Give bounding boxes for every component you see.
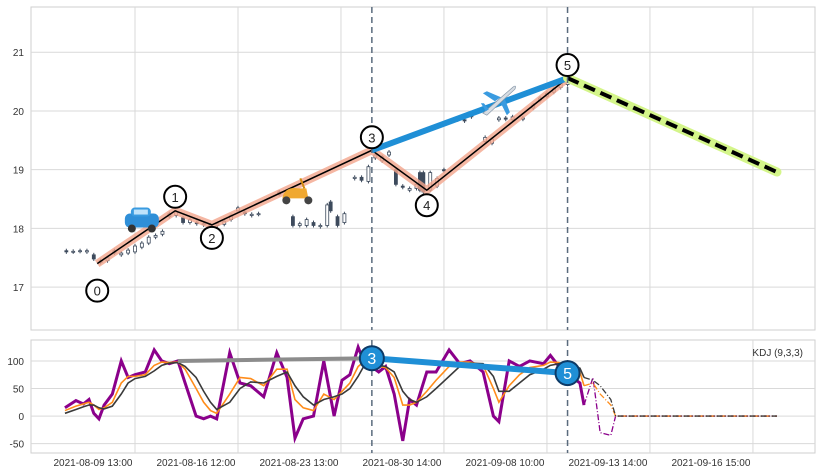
bi-point-label: 5	[564, 58, 571, 73]
bi-line	[96, 77, 569, 265]
candle	[366, 166, 371, 182]
y-tick-label: 50	[13, 385, 25, 396]
bi-point-marker	[85, 278, 110, 303]
candle	[71, 250, 76, 253]
y-tick-label: 20	[13, 107, 25, 118]
y-tick-label: -50	[10, 440, 25, 451]
car-wheel	[127, 224, 136, 233]
candle	[146, 236, 151, 244]
candle	[297, 223, 302, 226]
kdj-blue-trend	[371, 355, 568, 377]
candle	[400, 185, 405, 188]
candle	[328, 201, 333, 212]
kdj-projection-D	[583, 376, 777, 417]
candle	[153, 235, 158, 238]
bi-point-marker	[163, 184, 188, 209]
panel-frame	[30, 6, 816, 331]
candle	[496, 117, 501, 121]
x-tick-label: 2021-08-16 12:00	[156, 458, 235, 469]
candle	[503, 117, 508, 120]
candle	[139, 242, 144, 248]
bi-point-label: 0	[94, 284, 101, 299]
panel-frame	[30, 339, 816, 454]
airplane-icon	[480, 85, 516, 116]
y-tick-label: 17	[13, 283, 25, 294]
scooter-icon	[282, 177, 313, 205]
candle	[325, 204, 330, 226]
car-icon	[124, 207, 159, 233]
bi-point-label: 3	[368, 130, 375, 145]
candle	[407, 188, 412, 191]
kdj-legend: KDJ (9,3,3)	[752, 348, 803, 359]
bi-point-label: 2	[208, 231, 215, 246]
x-tick-label: 2021-09-08 10:00	[465, 458, 544, 469]
candle	[352, 176, 357, 179]
x-tick-label: 2021-09-13 14:00	[568, 458, 647, 469]
y-tick-label: 100	[7, 357, 24, 368]
car-body	[124, 213, 159, 228]
bi-point-label: 4	[423, 198, 430, 213]
candle	[160, 230, 165, 235]
kdj-line-D	[64, 361, 585, 415]
candle	[291, 216, 295, 226]
candle	[119, 252, 124, 256]
scooter-handle	[299, 177, 306, 189]
plane-fuselage	[482, 85, 516, 116]
candle	[85, 250, 89, 253]
plane-wing	[482, 91, 501, 102]
plane-tail	[480, 103, 489, 112]
candle	[318, 225, 323, 228]
candle	[462, 119, 467, 122]
x-tick-label: 2021-09-16 15:00	[671, 458, 750, 469]
segment-line	[370, 75, 569, 154]
kdj-point-marker	[358, 345, 385, 372]
bi-point-marker	[414, 193, 439, 218]
kdj-gray-trend	[177, 356, 372, 363]
kdj-point-marker	[554, 360, 581, 387]
candle	[335, 216, 340, 226]
bi-point-marker	[199, 225, 224, 250]
candle	[78, 250, 82, 253]
plane-wing	[500, 99, 510, 116]
kdj-projection-J	[583, 377, 777, 437]
kdj-point-label: 5	[563, 366, 572, 383]
kdj-line-K	[64, 361, 585, 415]
candle	[311, 222, 316, 226]
projection-line	[566, 76, 778, 174]
y-tick-label: 19	[13, 166, 25, 177]
bi-point-marker	[359, 125, 384, 150]
x-tick-label: 2021-08-30 14:00	[362, 458, 441, 469]
candle	[342, 213, 347, 223]
y-tick-label: 18	[13, 224, 25, 235]
candle	[133, 245, 137, 253]
y-tick-label: 0	[18, 412, 24, 423]
price-panel: 17 18 19 20 21 0 1 2 3 4 5	[13, 6, 816, 331]
kdj-projection-K	[583, 382, 777, 417]
candle	[256, 213, 261, 216]
kdj-point-label: 3	[367, 351, 376, 368]
scooter-body	[282, 188, 309, 199]
candle	[181, 217, 185, 223]
candle	[387, 151, 391, 156]
scooter-wheel	[304, 196, 313, 205]
candle	[91, 254, 96, 260]
x-tick-label: 2021-08-09 13:00	[54, 458, 133, 469]
kdj-panel: -50 0 50 100 2021-08-09 13:00 2021-08-16 12:0…	[7, 339, 816, 469]
bi-point-label: 1	[172, 190, 179, 205]
candle	[126, 249, 131, 254]
y-tick-label: 21	[13, 48, 25, 59]
candle	[304, 219, 309, 226]
candle	[249, 213, 254, 216]
candle	[359, 176, 364, 181]
x-tick-label: 2021-08-23 13:00	[259, 458, 338, 469]
scooter-wheel	[282, 196, 291, 205]
car-window	[133, 209, 148, 215]
bi-point-marker	[555, 53, 580, 78]
candle	[64, 250, 69, 253]
car-wheel	[147, 224, 156, 233]
